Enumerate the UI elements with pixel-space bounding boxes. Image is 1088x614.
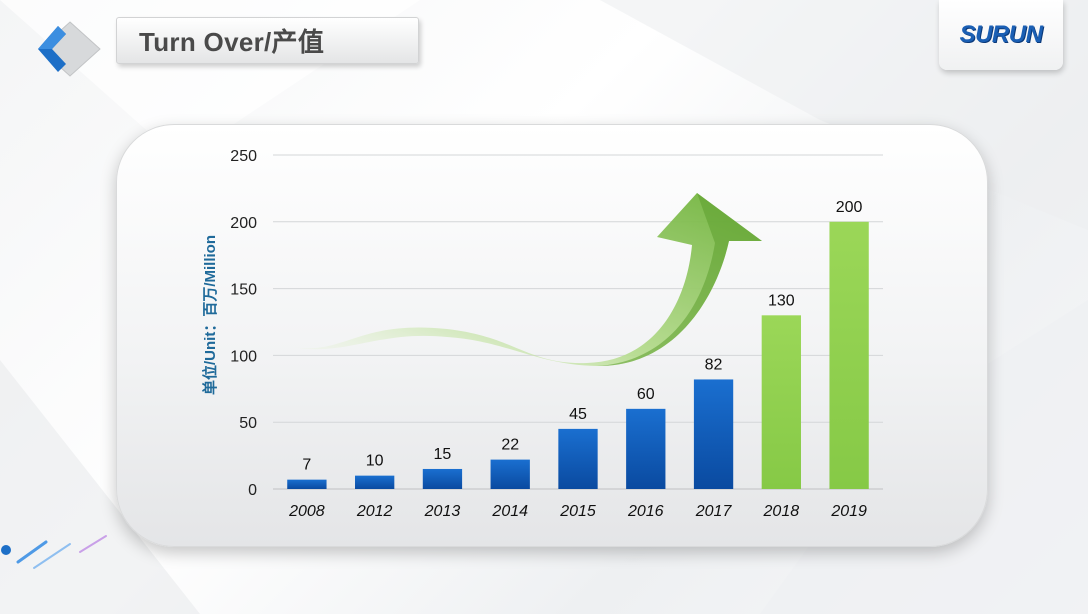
x-tick-label-2015: 2015 <box>559 503 596 520</box>
data-label-2014: 22 <box>501 437 519 454</box>
data-label-2019: 200 <box>836 199 863 216</box>
bar-2016 <box>626 408 666 489</box>
chart-card: 0 50 100 150 200 250 7 2008 10 2012 15 2013 22 2014 45… <box>116 124 988 547</box>
y-axis-label: 单位/Unit：百万/Million <box>201 235 219 395</box>
y-tick-label: 250 <box>230 148 257 165</box>
x-tick-label-2014: 2014 <box>491 503 528 520</box>
x-tick-label-2012: 2012 <box>356 503 393 520</box>
decorative-dashes <box>1 535 107 569</box>
page-title: Turn Over/产值 <box>139 27 325 57</box>
bar-2017 <box>693 379 734 489</box>
x-tick-label-2019: 2019 <box>830 503 867 520</box>
logo-box: SURUN <box>939 0 1063 70</box>
y-tick-label: 200 <box>230 215 257 232</box>
data-label-2015: 45 <box>569 406 587 423</box>
bar-2013 <box>422 468 463 489</box>
data-label-2016: 60 <box>637 386 655 403</box>
growth-arrow-icon <box>292 193 762 367</box>
data-label-2013: 15 <box>434 446 452 463</box>
bar-2008 <box>287 479 327 489</box>
data-label-2012: 10 <box>366 453 384 470</box>
x-tick-label-2008: 2008 <box>288 503 325 520</box>
y-tick-label: 50 <box>239 415 257 432</box>
turnover-bar-chart: 0 50 100 150 200 250 7 2008 10 2012 15 2013 22 2014 45… <box>201 148 883 520</box>
x-tick-label-2018: 2018 <box>763 503 800 520</box>
company-logo: SURUN <box>959 21 1043 48</box>
bar-2015 <box>558 428 598 489</box>
data-label-2018: 130 <box>768 292 795 309</box>
x-tick-label-2013: 2013 <box>424 503 461 520</box>
title-box: Turn Over/产值 <box>116 17 419 64</box>
y-tick-label: 150 <box>230 282 257 299</box>
bar-2019 <box>829 221 869 490</box>
y-tick-label: 0 <box>248 482 257 499</box>
diamond-chevron-icon <box>38 21 101 77</box>
bar-2014 <box>490 459 530 489</box>
bar-2012 <box>355 475 395 489</box>
data-label-2017: 82 <box>705 356 723 373</box>
data-label-2008: 7 <box>302 457 311 474</box>
x-tick-label-2016: 2016 <box>627 503 664 520</box>
y-tick-label: 100 <box>230 348 257 365</box>
x-tick-label-2017: 2017 <box>695 503 733 520</box>
bar-2018 <box>761 315 801 489</box>
